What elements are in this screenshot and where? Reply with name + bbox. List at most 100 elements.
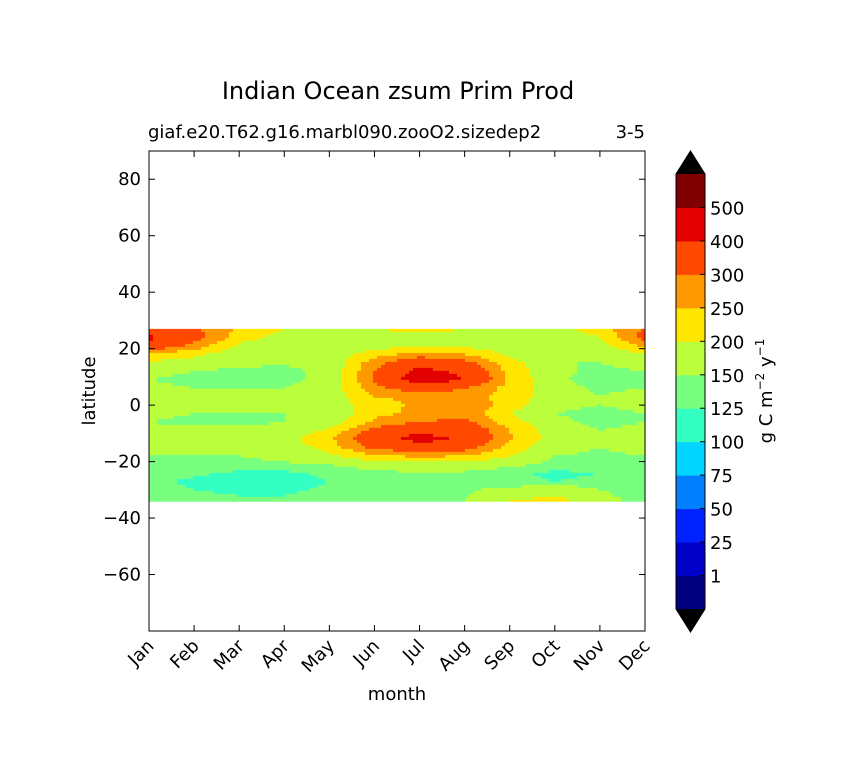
heatmap-cell xyxy=(229,430,234,435)
heatmap-cell xyxy=(157,454,162,459)
heatmap-cell xyxy=(389,337,394,342)
heatmap-cell xyxy=(453,424,458,429)
heatmap-cell xyxy=(313,430,318,435)
heatmap-cell xyxy=(465,457,470,462)
heatmap-cell xyxy=(413,463,418,468)
heatmap-cell xyxy=(421,454,426,459)
heatmap-cell xyxy=(305,445,310,450)
heatmap-cell xyxy=(453,406,458,411)
heatmap-cell xyxy=(205,451,210,456)
heatmap-cell xyxy=(341,343,346,348)
heatmap-cell xyxy=(209,433,214,438)
heatmap-cell xyxy=(325,400,330,405)
heatmap-cell xyxy=(481,409,486,414)
heatmap-cell xyxy=(281,433,286,438)
heatmap-cell xyxy=(313,469,318,474)
heatmap-cell xyxy=(389,367,394,372)
heatmap-cell xyxy=(181,460,186,465)
heatmap-cell xyxy=(209,478,214,483)
heatmap-cell xyxy=(437,463,442,468)
heatmap-cell xyxy=(313,475,318,480)
heatmap-cell xyxy=(421,487,426,492)
heatmap-cell xyxy=(449,463,454,468)
heatmap-cell xyxy=(305,493,310,498)
heatmap-cell xyxy=(265,493,270,498)
heatmap-cell xyxy=(157,382,162,387)
heatmap-cell xyxy=(201,427,206,432)
heatmap-cell xyxy=(189,466,194,471)
heatmap-cell xyxy=(453,454,458,459)
heatmap-cell xyxy=(281,460,286,465)
heatmap-cell xyxy=(417,478,422,483)
heatmap-cell xyxy=(253,349,258,354)
heatmap-cell xyxy=(229,469,234,474)
heatmap-cell xyxy=(389,481,394,486)
heatmap-cell xyxy=(293,427,298,432)
heatmap-cell xyxy=(253,421,258,426)
heatmap-cell xyxy=(381,496,386,501)
heatmap-cell xyxy=(349,430,354,435)
heatmap-cell xyxy=(169,430,174,435)
heatmap-cell xyxy=(477,370,482,375)
heatmap-cell xyxy=(153,436,158,441)
heatmap-cell xyxy=(401,340,406,345)
heatmap-cell xyxy=(285,439,290,444)
heatmap-cell xyxy=(217,493,222,498)
heatmap-cell xyxy=(221,349,226,354)
heatmap-cell xyxy=(381,373,386,378)
heatmap-cell xyxy=(485,376,490,381)
heatmap-cell xyxy=(153,418,158,423)
heatmap-cell xyxy=(157,445,162,450)
heatmap-cell xyxy=(489,460,494,465)
heatmap-cell xyxy=(417,481,422,486)
heatmap-cell xyxy=(405,403,410,408)
heatmap-cell xyxy=(393,421,398,426)
heatmap-cell xyxy=(253,403,258,408)
heatmap-cell xyxy=(337,496,342,501)
heatmap-cell xyxy=(257,364,262,369)
heatmap-cell xyxy=(261,334,266,339)
heatmap-cell xyxy=(245,463,250,468)
heatmap-cell xyxy=(333,409,338,414)
heatmap-cell xyxy=(297,328,302,333)
heatmap-cell xyxy=(277,490,282,495)
heatmap-cell xyxy=(461,421,466,426)
heatmap-cell xyxy=(429,499,434,502)
heatmap-cell xyxy=(313,358,318,363)
heatmap-cell xyxy=(153,373,158,378)
heatmap-cell xyxy=(149,385,154,390)
heatmap-cell xyxy=(369,352,374,357)
heatmap-cell xyxy=(457,496,462,501)
heatmap-cell xyxy=(357,448,362,453)
heatmap-cell xyxy=(229,346,234,351)
heatmap-cell xyxy=(273,400,278,405)
heatmap-cell xyxy=(453,487,458,492)
heatmap-cell xyxy=(297,331,302,336)
heatmap-cell xyxy=(457,445,462,450)
heatmap-cell xyxy=(205,337,210,342)
heatmap-cell xyxy=(353,412,358,417)
heatmap-cell xyxy=(333,358,338,363)
heatmap-cell xyxy=(361,370,366,375)
heatmap-cell xyxy=(353,487,358,492)
heatmap-cell xyxy=(449,481,454,486)
heatmap-cell xyxy=(457,382,462,387)
heatmap-cell xyxy=(169,433,174,438)
heatmap-cell xyxy=(213,487,218,492)
heatmap-cell xyxy=(425,469,430,474)
heatmap-cell xyxy=(429,433,434,438)
heatmap-cell xyxy=(445,433,450,438)
heatmap-cell xyxy=(393,484,398,489)
heatmap-cell xyxy=(237,358,242,363)
heatmap-cell xyxy=(209,376,214,381)
heatmap-cell xyxy=(401,376,406,381)
heatmap-cell xyxy=(457,430,462,435)
heatmap-cell xyxy=(221,340,226,345)
heatmap-cell xyxy=(421,451,426,456)
heatmap-cell xyxy=(153,472,158,477)
heatmap-cell xyxy=(177,367,182,372)
heatmap-cell xyxy=(177,349,182,354)
heatmap-cell xyxy=(337,376,342,381)
heatmap-cell xyxy=(181,463,186,468)
heatmap-cell xyxy=(417,436,422,441)
